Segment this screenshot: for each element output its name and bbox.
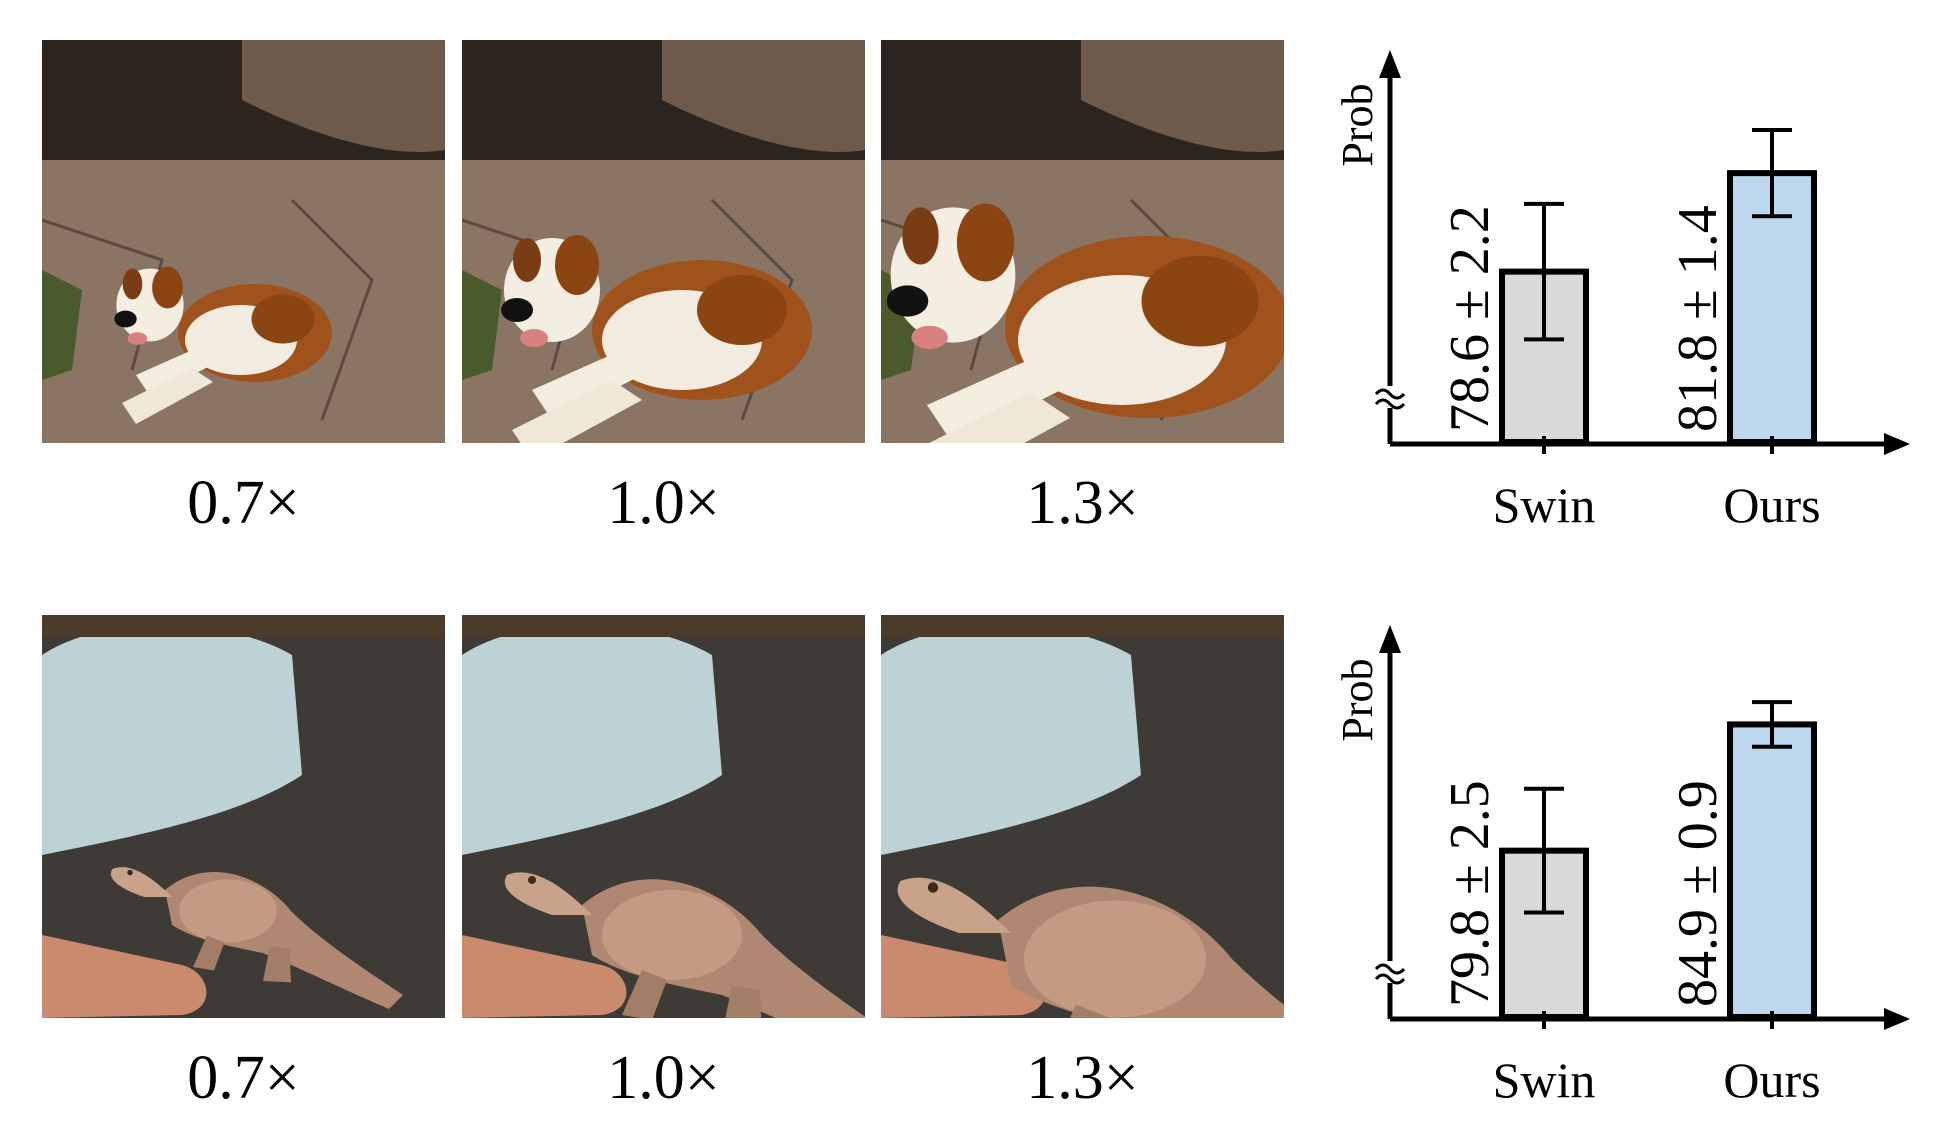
log [881,935,1046,1018]
error-bar-swin [1524,201,1564,342]
axis-break [1374,386,1406,410]
log [462,935,627,1018]
error-bar-swin [1524,786,1564,915]
bar-chart-dog: Prob 78.6 ± 2.2 Swin 81.8 ± 1.4 Ours [1333,50,1910,533]
rock [462,625,722,855]
scale-label: 1.0× [607,469,720,537]
scale-label: 1.0× [607,1044,720,1112]
bar-ours [1727,721,1817,1020]
x-axis-arrow [1884,433,1910,455]
axis-break [1374,961,1406,985]
figure-row-1: 0.7× 1.0× 1.3× Prob 78.6 ± 2.2 Swin 81.8 ± … [0,0,1944,560]
stone-wall [1081,40,1284,152]
value-label: 79.8 ± 2.5 [1439,780,1501,1007]
dog-image-0-7x [42,40,445,443]
lizard-figure [504,872,865,1018]
dog-figure [114,266,332,424]
rock [42,625,302,855]
figure-row-2: 0.7× 1.0× 1.3× Prob 79.8 ± 2.5 Swin 84.9 ± … [0,575,1944,1135]
stone-wall [662,40,865,152]
error-bar-ours [1752,128,1792,219]
log [42,935,207,1018]
value-label: 84.9 ± 0.9 [1667,780,1729,1007]
tick-label: Ours [1723,477,1820,533]
error-bar-ours [1752,700,1792,749]
y-axis-arrow [1379,625,1401,653]
tick-label: Ours [1723,1052,1820,1108]
scale-label: 1.3× [1026,1044,1139,1112]
lizard-figure [897,877,1284,1018]
bar-chart-lizard: Prob 79.8 ± 2.5 Swin 84.9 ± 0.9 Ours [1333,625,1910,1108]
thatch [462,615,865,637]
thatch [42,615,445,637]
tick-label: Swin [1493,1052,1596,1108]
dog-image-1-0x [462,40,865,443]
scale-label: 1.3× [1026,469,1139,537]
dog-image-1-3x [881,40,1284,443]
value-label: 78.6 ± 2.2 [1439,205,1501,432]
grass-patch [462,270,502,380]
x-axis-arrow [1884,1008,1910,1030]
lizard-image-1-0x [462,615,865,1018]
value-label: 81.8 ± 1.4 [1667,205,1729,432]
y-axis-label: Prob [1333,658,1382,741]
dog-figure [501,235,812,443]
y-axis-label: Prob [1333,83,1382,166]
lizard-image-1-3x [881,615,1284,1018]
thatch [881,615,1284,637]
tick-label: Swin [1493,477,1596,533]
lizard-image-0-7x [42,615,445,1018]
scale-label: 0.7× [187,1044,300,1112]
grass-patch [42,270,82,380]
y-axis-arrow [1379,50,1401,78]
stone-wall [242,40,445,152]
dog-figure [886,203,1284,443]
scale-label: 0.7× [187,469,300,537]
rock [881,625,1141,855]
lizard-figure [110,867,403,1009]
